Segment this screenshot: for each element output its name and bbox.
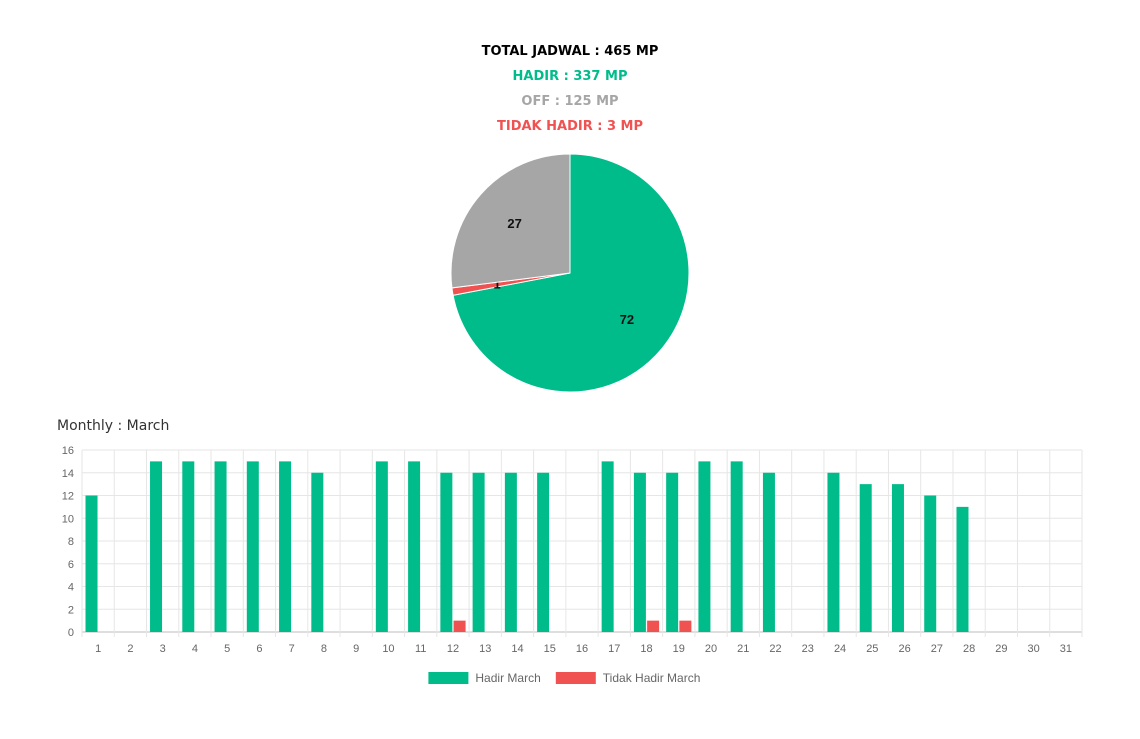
legend-label-hadir[interactable]: Hadir March — [475, 671, 540, 685]
total-jadwal-text: TOTAL JADWAL : 465 MP — [481, 44, 659, 59]
x-tick-label: 18 — [640, 643, 652, 655]
attendance-pie-chart: 72 1 27 — [450, 153, 690, 393]
bar-hadir-28[interactable] — [956, 506, 969, 632]
bar-hadir-20[interactable] — [698, 461, 711, 632]
x-tick-label: 28 — [963, 643, 975, 655]
pie-slice-72[interactable] — [452, 153, 690, 393]
pie-slice-label: 72 — [620, 312, 634, 327]
x-tick-label: 23 — [802, 643, 814, 655]
bar-hadir-24[interactable] — [827, 472, 840, 632]
bar-hadir-21[interactable] — [730, 461, 743, 632]
bar-hadir-25[interactable] — [859, 484, 872, 632]
bar-hadir-8[interactable] — [311, 472, 324, 632]
hadir-total-text: HADIR : 337 MP — [512, 69, 628, 84]
x-tick-label: 9 — [353, 643, 359, 655]
x-tick-label: 27 — [931, 643, 943, 655]
bar-hadir-12[interactable] — [440, 472, 453, 632]
x-tick-label: 7 — [289, 643, 295, 655]
x-tick-label: 29 — [995, 643, 1007, 655]
off-total-text: OFF : 125 MP — [521, 94, 619, 109]
x-tick-label: 4 — [192, 643, 198, 655]
legend-swatch-tidak-hadir[interactable] — [555, 672, 596, 684]
y-tick-label: 8 — [68, 536, 74, 548]
bar-tidak-hadir-12[interactable] — [453, 620, 466, 632]
x-tick-label: 19 — [673, 643, 685, 655]
bar-hadir-18[interactable] — [633, 472, 646, 632]
y-tick-label: 6 — [68, 559, 74, 571]
x-tick-label: 13 — [479, 643, 491, 655]
x-tick-label: 31 — [1060, 643, 1072, 655]
y-tick-label: 16 — [62, 445, 74, 457]
x-tick-label: 15 — [544, 643, 556, 655]
bar-hadir-11[interactable] — [408, 461, 421, 632]
bar-hadir-5[interactable] — [214, 461, 227, 632]
pie-slice-27[interactable] — [450, 153, 571, 289]
bar-hadir-14[interactable] — [504, 472, 517, 632]
x-tick-label: 25 — [866, 643, 878, 655]
x-tick-label: 14 — [511, 643, 523, 655]
x-tick-label: 6 — [256, 643, 262, 655]
x-tick-label: 8 — [321, 643, 327, 655]
x-tick-label: 26 — [898, 643, 910, 655]
x-tick-label: 12 — [447, 643, 459, 655]
bar-hadir-6[interactable] — [246, 461, 259, 632]
y-tick-label: 14 — [62, 468, 74, 480]
y-tick-label: 12 — [62, 491, 74, 503]
x-tick-label: 22 — [769, 643, 781, 655]
bar-tidak-hadir-19[interactable] — [679, 620, 692, 632]
pie-slice-label: 27 — [507, 216, 521, 231]
x-tick-label: 24 — [834, 643, 846, 655]
bar-hadir-22[interactable] — [762, 472, 775, 632]
x-tick-label: 11 — [415, 643, 426, 655]
legend-label-tidak-hadir[interactable]: Tidak Hadir March — [603, 671, 701, 685]
bar-hadir-4[interactable] — [182, 461, 195, 632]
x-tick-label: 2 — [127, 643, 133, 655]
summary-block: TOTAL JADWAL : 465 MP HADIR : 337 MP OFF… — [0, 39, 1140, 139]
bar-hadir-15[interactable] — [537, 472, 550, 632]
tidak-hadir-total-text: TIDAK HADIR : 3 MP — [496, 119, 644, 134]
bar-hadir-1[interactable] — [85, 495, 98, 633]
bar-hadir-17[interactable] — [601, 461, 614, 632]
y-tick-label: 10 — [62, 513, 74, 525]
x-tick-label: 16 — [576, 643, 588, 655]
x-tick-label: 5 — [224, 643, 230, 655]
bar-hadir-10[interactable] — [375, 461, 388, 632]
x-tick-label: 17 — [608, 643, 620, 655]
x-tick-label: 20 — [705, 643, 717, 655]
legend-swatch-hadir[interactable] — [428, 672, 469, 684]
monthly-title: Monthly : March — [57, 418, 170, 434]
x-tick-label: 21 — [737, 643, 749, 655]
y-tick-label: 0 — [68, 627, 74, 639]
y-tick-label: 4 — [68, 582, 74, 594]
x-tick-label: 10 — [382, 643, 394, 655]
x-tick-label: 30 — [1027, 643, 1039, 655]
bar-hadir-26[interactable] — [891, 484, 904, 632]
bar-hadir-7[interactable] — [279, 461, 292, 632]
x-tick-label: 1 — [95, 643, 101, 655]
bar-hadir-3[interactable] — [150, 461, 163, 632]
bar-hadir-27[interactable] — [924, 495, 937, 633]
x-tick-label: 3 — [160, 643, 166, 655]
bar-hadir-13[interactable] — [472, 472, 485, 632]
bar-tidak-hadir-18[interactable] — [647, 620, 660, 632]
y-tick-label: 2 — [68, 604, 74, 616]
pie-slice-label: 1 — [494, 277, 501, 292]
bar-hadir-19[interactable] — [666, 472, 679, 632]
